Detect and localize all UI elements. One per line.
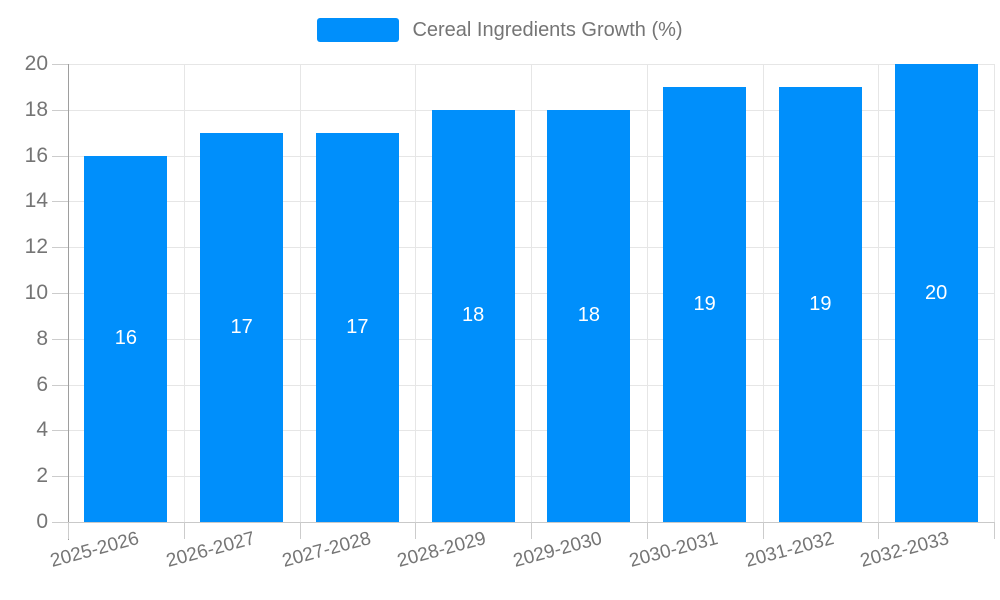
bar-2026-2027[interactable]: 17 — [200, 132, 284, 522]
gridline-vertical — [878, 64, 880, 522]
y-axis-tick — [52, 384, 68, 386]
y-tick-label: 0 — [36, 510, 48, 533]
bar-2027-2028[interactable]: 17 — [315, 132, 399, 522]
y-tick-label: 20 — [24, 52, 48, 75]
bar-value-label: 18 — [577, 304, 600, 327]
gridline-vertical — [531, 64, 532, 522]
gridline-vertical — [994, 64, 995, 522]
bar-value-label: 16 — [114, 327, 137, 350]
legend[interactable]: Cereal Ingredients Growth (%) — [0, 18, 1000, 42]
gridline-vertical — [183, 64, 185, 522]
y-axis-tick — [52, 522, 68, 523]
y-axis-tick — [52, 338, 68, 340]
gridline-vertical — [646, 64, 648, 522]
y-tick-label: 6 — [36, 372, 48, 396]
plot-area: 16 17 17 18 18 19 19 20 — [68, 64, 995, 523]
y-axis-tick — [52, 201, 68, 203]
y-axis-tick — [52, 64, 68, 65]
x-axis-tick — [68, 522, 69, 539]
y-tick-label: 8 — [36, 326, 48, 350]
x-tick-label: 2031-2032 — [742, 528, 836, 572]
x-tick-label: 2032-2033 — [858, 528, 952, 572]
bar-value-label: 19 — [693, 292, 716, 315]
x-tick-label: 2028-2029 — [395, 528, 489, 572]
x-axis-tick — [762, 522, 764, 539]
x-axis-tick — [531, 522, 532, 539]
y-axis-tick — [52, 247, 68, 249]
x-tick-label: 2027-2028 — [279, 528, 373, 572]
y-axis-tick — [52, 476, 68, 478]
bar-2032-2033[interactable]: 20 — [894, 64, 978, 522]
bar-2030-2031[interactable]: 19 — [663, 86, 747, 522]
y-tick-label: 10 — [24, 281, 48, 304]
bar-2025-2026[interactable]: 16 — [84, 155, 168, 522]
x-tick-label: 2030-2031 — [626, 528, 721, 572]
x-tick-label: 2029-2030 — [511, 528, 605, 572]
gridline-vertical — [762, 64, 764, 522]
y-axis-line — [68, 64, 69, 540]
y-axis-tick — [52, 109, 68, 111]
y-axis-tick — [52, 155, 68, 157]
x-tick-label: 2026-2027 — [163, 528, 258, 572]
gridline-vertical — [299, 64, 301, 522]
gridline-vertical — [415, 64, 417, 522]
x-axis-tick — [183, 522, 185, 539]
x-axis-tick — [299, 522, 301, 539]
y-tick-label: 4 — [36, 418, 48, 442]
y-tick-label: 16 — [24, 143, 48, 167]
y-axis-tick — [52, 293, 68, 294]
y-axis-tick — [52, 430, 68, 432]
x-axis-tick — [878, 522, 880, 539]
bar-2028-2029[interactable]: 18 — [431, 109, 515, 522]
bar-value-label: 17 — [230, 315, 253, 338]
y-tick-label: 12 — [24, 235, 48, 259]
bar-value-label: 18 — [462, 304, 485, 327]
x-axis-tick — [646, 522, 648, 539]
y-tick-label: 18 — [24, 97, 48, 121]
x-axis-tick — [994, 522, 995, 539]
legend-swatch — [317, 18, 400, 42]
bar-value-label: 17 — [346, 315, 369, 338]
x-axis-tick — [415, 522, 417, 539]
y-tick-label: 14 — [24, 189, 48, 213]
bar-value-label: 19 — [809, 292, 832, 315]
bar-2031-2032[interactable]: 19 — [778, 86, 862, 522]
bar-2029-2030[interactable]: 18 — [547, 109, 631, 522]
y-tick-label: 2 — [36, 464, 48, 488]
x-tick-label: 2025-2026 — [48, 528, 142, 572]
bar-value-label: 20 — [925, 281, 948, 304]
legend-label: Cereal Ingredients Growth (%) — [412, 18, 683, 41]
